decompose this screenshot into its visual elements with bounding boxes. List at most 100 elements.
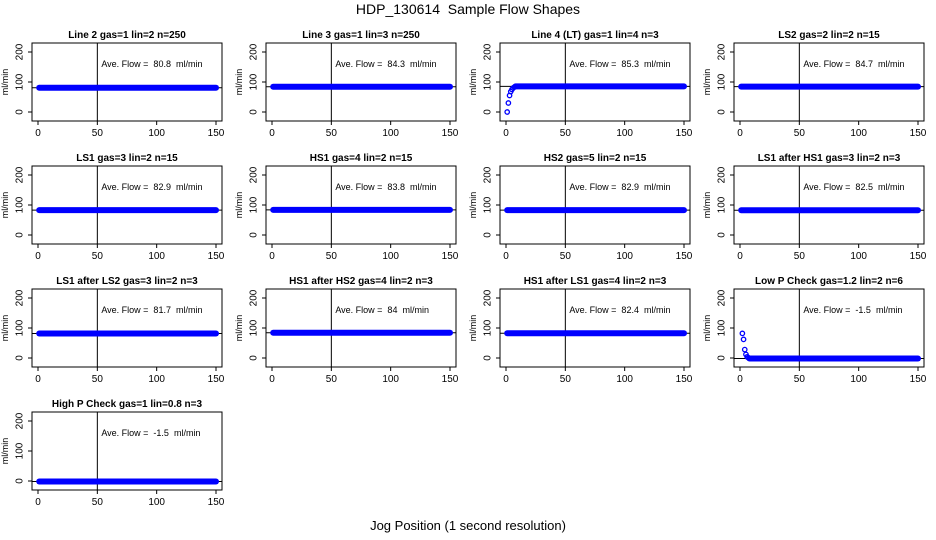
panel-8: LS1 after HS1 gas=3 lin=2 n=3 0 100 200 ml/m… <box>702 153 927 262</box>
y-tick-label: 200 <box>249 289 260 306</box>
x-tick-label: 100 <box>616 374 633 385</box>
panel-title: HS1 after HS2 gas=4 lin=2 n=3 <box>289 276 433 287</box>
x-tick-label: 100 <box>850 251 867 262</box>
panel-13: High P Check gas=1 lin=0.8 n=3 0 100 200 ml/… <box>0 399 225 508</box>
x-tick-label: 150 <box>208 128 225 139</box>
x-tick-label: 150 <box>208 497 225 508</box>
plot-frame <box>31 288 223 368</box>
y-tick-label: 0 <box>717 355 728 361</box>
plot-frame <box>499 42 691 122</box>
x-tick-label: 100 <box>148 128 165 139</box>
y-tick-label: 0 <box>249 109 260 115</box>
average-flow-annotation: Ave. Flow = 84 ml/min <box>335 305 429 315</box>
y-tick-label: 100 <box>483 196 494 213</box>
data-point <box>739 330 746 337</box>
x-tick-label: 0 <box>269 128 275 139</box>
plot-frame <box>31 411 223 491</box>
y-axis-label: ml/min <box>234 192 244 219</box>
y-tick-label: 0 <box>15 109 26 115</box>
x-tick-label: 150 <box>910 128 927 139</box>
x-tick-label: 50 <box>326 128 338 139</box>
plot-frame <box>733 42 925 122</box>
x-tick-label: 100 <box>850 374 867 385</box>
y-axis-label: ml/min <box>0 192 10 219</box>
y-tick-label: 200 <box>717 166 728 183</box>
x-tick-label: 50 <box>560 251 572 262</box>
y-tick-label: 200 <box>15 43 26 60</box>
data-point <box>504 109 511 115</box>
x-tick-label: 0 <box>269 374 275 385</box>
panel-5: LS1 gas=3 lin=2 n=15 0 100 200 ml/min 0 50 100 1… <box>0 153 225 262</box>
plot-frame <box>31 165 223 245</box>
panel-7: HS2 gas=5 lin=2 n=15 0 100 200 ml/min 0 50 100 1… <box>468 153 693 262</box>
y-tick-label: 200 <box>249 43 260 60</box>
x-tick-label: 100 <box>616 251 633 262</box>
y-tick-label: 0 <box>249 232 260 238</box>
plot-frame <box>499 288 691 368</box>
y-tick-label: 100 <box>15 319 26 336</box>
x-tick-label: 0 <box>503 251 509 262</box>
x-tick-label: 0 <box>269 251 275 262</box>
y-tick-label: 100 <box>15 196 26 213</box>
x-tick-label: 50 <box>92 497 104 508</box>
x-tick-label: 150 <box>442 128 459 139</box>
panel-6: HS1 gas=4 lin=2 n=15 0 100 200 ml/min 0 50 100 1… <box>234 153 459 262</box>
panel-title: High P Check gas=1 lin=0.8 n=3 <box>52 399 203 410</box>
x-tick-label: 100 <box>850 128 867 139</box>
average-flow-annotation: Ave. Flow = -1.5 ml/min <box>101 428 200 438</box>
y-tick-label: 100 <box>717 73 728 90</box>
x-tick-label: 150 <box>208 374 225 385</box>
average-flow-annotation: Ave. Flow = 82.5 ml/min <box>803 182 904 192</box>
x-tick-label: 100 <box>148 497 165 508</box>
y-axis-label: ml/min <box>468 192 478 219</box>
y-tick-label: 200 <box>15 289 26 306</box>
y-tick-label: 0 <box>15 355 26 361</box>
data-point <box>741 346 748 353</box>
y-axis-label: ml/min <box>702 192 712 219</box>
panel-11: HS1 after LS1 gas=4 lin=2 n=3 0 100 200 ml/m… <box>468 276 693 385</box>
x-tick-label: 150 <box>442 374 459 385</box>
y-axis-label: ml/min <box>234 69 244 96</box>
x-tick-label: 50 <box>560 374 572 385</box>
x-tick-label: 50 <box>92 251 104 262</box>
plot-frame <box>733 165 925 245</box>
plot-frame <box>733 288 925 368</box>
panel-title: Low P Check gas=1.2 lin=2 n=6 <box>755 276 903 287</box>
y-tick-label: 100 <box>15 73 26 90</box>
plot-frame <box>265 288 457 368</box>
plot-frame <box>499 165 691 245</box>
x-tick-label: 50 <box>794 251 806 262</box>
y-tick-label: 200 <box>15 166 26 183</box>
y-tick-label: 200 <box>483 289 494 306</box>
x-tick-label: 50 <box>92 374 104 385</box>
average-flow-annotation: Ave. Flow = 84.7 ml/min <box>803 59 904 69</box>
y-axis-label: ml/min <box>0 315 10 342</box>
panel-1: Line 2 gas=1 lin=2 n=250 0 100 200 ml/min 0 50… <box>0 30 225 139</box>
average-flow-annotation: Ave. Flow = -1.5 ml/min <box>803 305 902 315</box>
x-tick-label: 0 <box>503 374 509 385</box>
y-tick-label: 100 <box>717 196 728 213</box>
panel-12: Low P Check gas=1.2 lin=2 n=6 0 100 200 ml/m… <box>702 276 927 385</box>
x-tick-label: 100 <box>148 251 165 262</box>
x-tick-label: 50 <box>560 128 572 139</box>
panel-4: LS2 gas=2 lin=2 n=15 0 100 200 ml/min 0 50 100 1… <box>702 30 927 139</box>
x-tick-label: 0 <box>737 128 743 139</box>
x-tick-label: 50 <box>794 128 806 139</box>
y-tick-label: 100 <box>249 319 260 336</box>
average-flow-annotation: Ave. Flow = 82.9 ml/min <box>569 182 670 192</box>
y-axis-label: ml/min <box>0 69 10 96</box>
y-tick-label: 0 <box>483 232 494 238</box>
y-axis-label: ml/min <box>468 315 478 342</box>
x-tick-label: 0 <box>35 497 41 508</box>
y-tick-label: 200 <box>717 289 728 306</box>
panel-9: LS1 after LS2 gas=3 lin=2 n=3 0 100 200 ml/m… <box>0 276 225 385</box>
y-axis-label: ml/min <box>702 69 712 96</box>
y-tick-label: 0 <box>717 232 728 238</box>
plot-frame <box>265 42 457 122</box>
x-tick-label: 150 <box>676 251 693 262</box>
y-axis-label: ml/min <box>234 315 244 342</box>
panel-title: LS1 after LS2 gas=3 lin=2 n=3 <box>56 276 198 287</box>
y-tick-label: 0 <box>483 355 494 361</box>
x-tick-label: 50 <box>794 374 806 385</box>
x-tick-label: 50 <box>326 251 338 262</box>
